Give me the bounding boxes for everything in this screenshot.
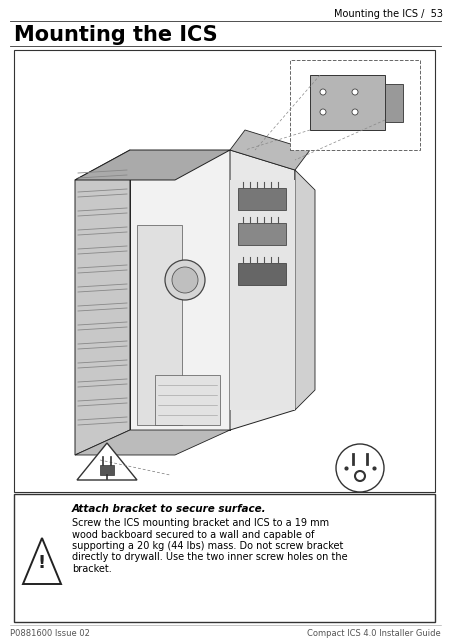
Polygon shape xyxy=(23,538,61,584)
Polygon shape xyxy=(230,130,310,170)
Bar xyxy=(238,263,286,285)
Circle shape xyxy=(355,471,365,481)
Circle shape xyxy=(320,109,326,115)
Polygon shape xyxy=(130,150,230,430)
Bar xyxy=(100,465,114,475)
Bar xyxy=(290,60,420,150)
Bar xyxy=(238,223,286,245)
Polygon shape xyxy=(77,443,137,480)
Text: P0881600 Issue 02: P0881600 Issue 02 xyxy=(10,629,90,638)
Text: bracket.: bracket. xyxy=(72,564,112,574)
Text: supporting a 20 kg (44 lbs) mass. Do not screw bracket: supporting a 20 kg (44 lbs) mass. Do not… xyxy=(72,541,343,551)
Bar xyxy=(155,375,220,425)
Bar xyxy=(238,188,286,210)
Text: directly to drywall. Use the two inner screw holes on the: directly to drywall. Use the two inner s… xyxy=(72,552,348,563)
Text: Mounting the ICS /  53: Mounting the ICS / 53 xyxy=(334,9,443,19)
Bar xyxy=(310,75,385,130)
Bar xyxy=(137,225,182,425)
Polygon shape xyxy=(75,430,230,455)
Text: Attach bracket to secure surface.: Attach bracket to secure surface. xyxy=(72,504,267,514)
Bar xyxy=(230,180,295,410)
Bar xyxy=(14,50,435,492)
Polygon shape xyxy=(230,150,295,430)
Circle shape xyxy=(165,260,205,300)
Polygon shape xyxy=(75,150,230,180)
Circle shape xyxy=(352,89,358,95)
Polygon shape xyxy=(295,170,315,410)
Text: !: ! xyxy=(38,554,46,572)
Circle shape xyxy=(336,444,384,492)
Polygon shape xyxy=(75,150,130,455)
Text: Screw the ICS mounting bracket and ICS to a 19 mm: Screw the ICS mounting bracket and ICS t… xyxy=(72,518,329,528)
Text: Compact ICS 4.0 Installer Guide: Compact ICS 4.0 Installer Guide xyxy=(307,629,441,638)
Circle shape xyxy=(352,109,358,115)
Text: wood backboard secured to a wall and capable of: wood backboard secured to a wall and cap… xyxy=(72,529,314,540)
Circle shape xyxy=(172,267,198,293)
Text: Mounting the ICS: Mounting the ICS xyxy=(14,25,218,45)
Bar xyxy=(14,494,435,622)
Bar xyxy=(385,84,403,122)
Circle shape xyxy=(320,89,326,95)
